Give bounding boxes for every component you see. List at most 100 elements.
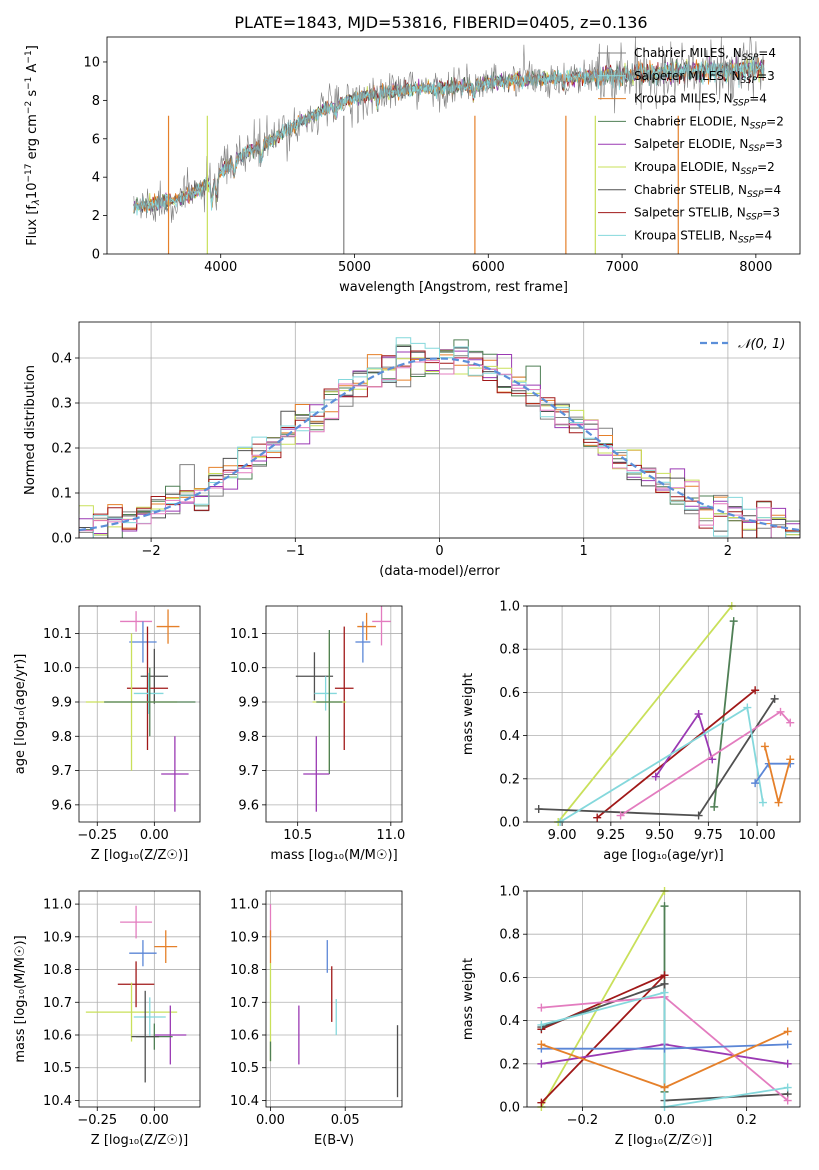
legend-label: Salpeter STELIB, N bbox=[634, 206, 746, 220]
legend-count: =3 bbox=[765, 137, 783, 151]
legend-count: =4 bbox=[754, 228, 772, 242]
y-tick-label: 10.7 bbox=[230, 996, 259, 1011]
y-tick-label: 0.0 bbox=[499, 1101, 520, 1116]
x-tick-label: 10.5 bbox=[283, 828, 312, 843]
weight-marker bbox=[660, 1083, 669, 1092]
y-tick-label: 10.6 bbox=[230, 1029, 259, 1044]
legend-subscript: SSP bbox=[747, 190, 764, 200]
y-tick-label: 1.0 bbox=[499, 600, 520, 615]
data-point bbox=[129, 940, 157, 967]
y-tick-label: 0 bbox=[92, 248, 100, 263]
legend-label: Kroupa STELIB, N bbox=[634, 228, 738, 242]
weight-series bbox=[538, 698, 776, 817]
legend-subscript: SSP bbox=[738, 235, 755, 245]
y-tick-label: 11.0 bbox=[43, 898, 72, 913]
legend-count: =3 bbox=[757, 69, 775, 83]
x-tick-label: 5000 bbox=[338, 260, 371, 275]
legend-entry: Chabrier STELIB, NSSP=4 bbox=[634, 183, 781, 200]
data-point bbox=[295, 652, 334, 701]
weight-series bbox=[540, 974, 666, 1104]
x-tick-label: 4000 bbox=[204, 260, 237, 275]
y-tick-label: 0.0 bbox=[499, 816, 520, 831]
y-tick-label: 0.1 bbox=[51, 487, 72, 502]
legend-label: 𝒩(0, 1) bbox=[738, 337, 785, 352]
weight-marker bbox=[660, 979, 669, 988]
x-axis-label: age [log₁₀(age/yr)] bbox=[603, 848, 724, 863]
legend-count: =3 bbox=[762, 206, 780, 220]
weight-marker bbox=[694, 811, 703, 820]
y-tick-label: 0.3 bbox=[51, 397, 72, 412]
weight-marker bbox=[537, 1098, 546, 1107]
x-tick-label: 9.50 bbox=[645, 828, 674, 843]
x-axis-label: wavelength [Angstrom, rest frame] bbox=[339, 280, 568, 295]
legend-entry: Salpeter STELIB, NSSP=3 bbox=[634, 206, 780, 223]
axes-frame bbox=[265, 890, 403, 1108]
y-tick-label: 9.9 bbox=[51, 696, 72, 711]
data-point bbox=[357, 612, 376, 641]
data-point bbox=[133, 997, 166, 1037]
data-point bbox=[120, 611, 153, 632]
y-tick-label: 9.7 bbox=[238, 764, 259, 779]
y-tick-label: 0.2 bbox=[499, 1057, 520, 1072]
data-point bbox=[131, 990, 159, 1083]
data-point bbox=[126, 626, 169, 750]
x-tick-label: 1 bbox=[580, 544, 588, 559]
axes-frame bbox=[526, 890, 801, 1108]
y-tick-label: 10.1 bbox=[43, 627, 72, 642]
ebv-mass-panel: 0.00 0.05 10.4 10.5 10.6 10.7 10.8 10.9 11.0 E(B-… bbox=[230, 890, 403, 1148]
weight-marker bbox=[534, 805, 543, 814]
y-tick-label: 10 bbox=[83, 55, 100, 70]
weight-marker bbox=[537, 1003, 546, 1012]
weight-series bbox=[557, 606, 733, 822]
data-point bbox=[355, 621, 371, 663]
x-tick-label: 0.00 bbox=[140, 1113, 169, 1128]
data-point bbox=[334, 626, 354, 750]
weight-z-panel: −0.2 0.0 0.2 0.0 0.2 0.4 0.6 0.8 1.0 Z [log₁₀(Z/Z… bbox=[461, 885, 801, 1148]
axes-frame bbox=[78, 321, 801, 539]
data-point bbox=[120, 905, 153, 939]
x-tick-label: 8000 bbox=[739, 260, 772, 275]
histogram-series bbox=[79, 357, 800, 538]
y-tick-label: 10.1 bbox=[230, 627, 259, 642]
x-axis-label: E(B-V) bbox=[314, 1133, 354, 1148]
data-point bbox=[85, 982, 178, 1042]
weight-marker bbox=[751, 779, 760, 788]
x-tick-label: 0.0 bbox=[654, 1113, 675, 1128]
x-tick-label: 6000 bbox=[472, 260, 505, 275]
legend-label: Chabrier STELIB, N bbox=[634, 183, 747, 197]
data-point bbox=[133, 672, 164, 714]
y-tick-label: 0.6 bbox=[499, 686, 520, 701]
figure-title: PLATE=1843, MJD=53816, FIBERID=0405, z=0… bbox=[234, 13, 647, 32]
spectrum-line bbox=[133, 37, 765, 223]
y-tick-label: 10.5 bbox=[230, 1061, 259, 1076]
legend-entry: Salpeter MILES, NSSP=3 bbox=[634, 69, 775, 86]
axes-frame bbox=[78, 890, 201, 1108]
weight-marker bbox=[660, 971, 669, 980]
y-tick-label: 10.9 bbox=[43, 930, 72, 945]
weight-marker bbox=[786, 755, 795, 764]
legend-entry: Kroupa MILES, NSSP=4 bbox=[634, 92, 767, 109]
data-point bbox=[140, 648, 169, 704]
data-point bbox=[129, 621, 157, 663]
weight-marker bbox=[537, 1020, 546, 1029]
data-point bbox=[303, 736, 330, 812]
legend-subscript: SSP bbox=[750, 121, 767, 131]
weight-marker bbox=[616, 811, 625, 820]
residuals-panel: −2 −1 0 1 2 0.0 0.1 0.2 0.3 0.4 (data-model)/error… bbox=[23, 321, 801, 579]
weight-marker bbox=[783, 1059, 792, 1068]
legend-subscript: SSP bbox=[733, 99, 750, 109]
y-tick-label: 0.8 bbox=[499, 643, 520, 658]
legend-subscript: SSP bbox=[741, 76, 758, 86]
weight-marker bbox=[729, 617, 738, 626]
data-point bbox=[156, 609, 180, 644]
weight-marker bbox=[770, 694, 779, 703]
y-tick-label: 1.0 bbox=[499, 885, 520, 900]
weight-marker bbox=[660, 988, 669, 997]
legend-label: Chabrier MILES, N bbox=[634, 46, 742, 60]
x-axis-label: Z [log₁₀(Z/Z☉)] bbox=[91, 848, 188, 863]
y-tick-label: 0.0 bbox=[51, 532, 72, 547]
legend-count: =2 bbox=[757, 160, 775, 174]
weight-marker bbox=[651, 772, 660, 781]
legend-count: =4 bbox=[764, 183, 782, 197]
